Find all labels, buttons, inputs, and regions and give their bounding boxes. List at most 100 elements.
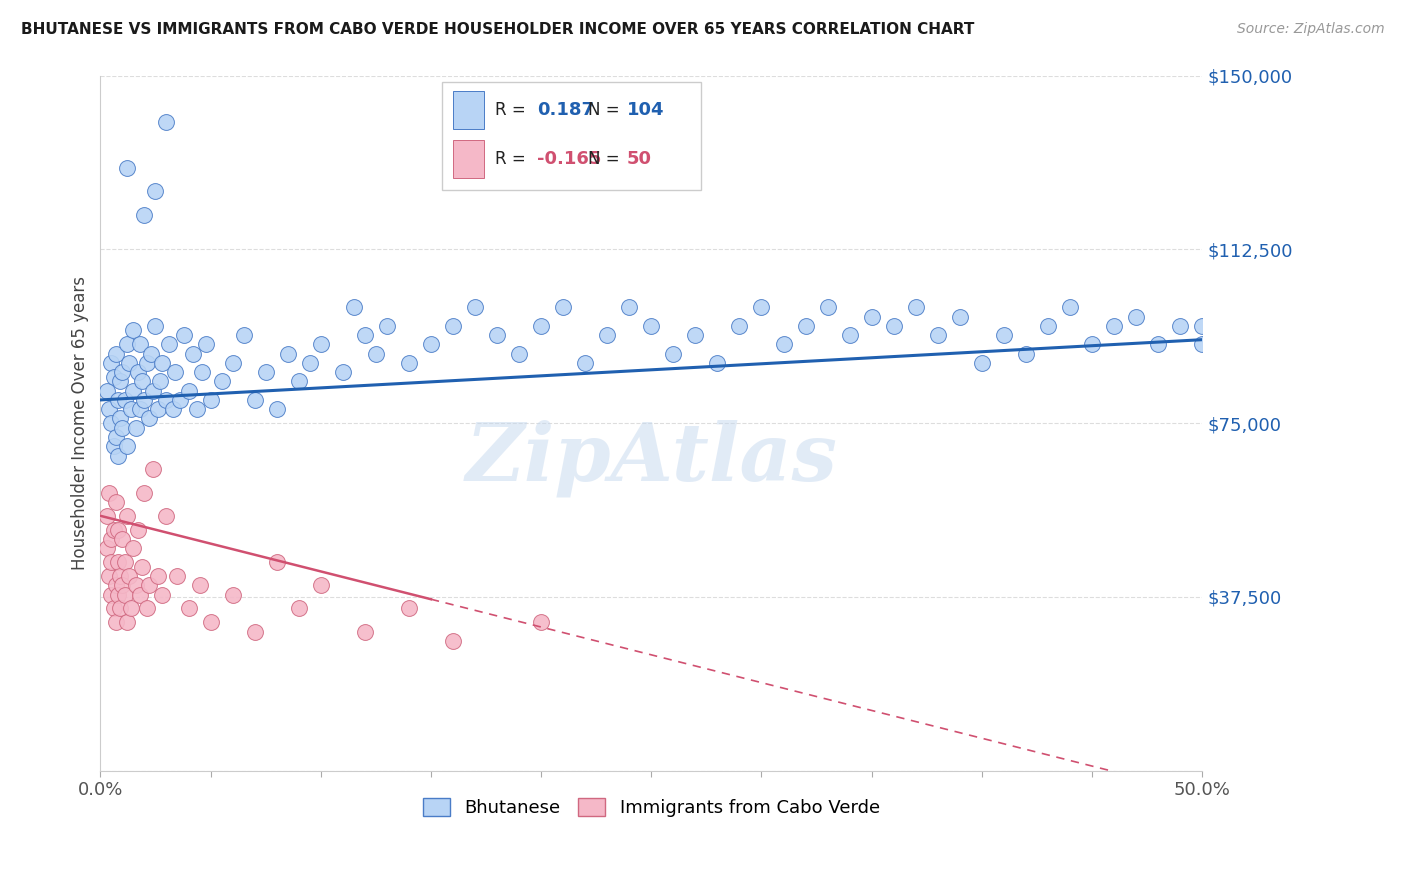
Point bbox=[134, 392, 156, 407]
Point bbox=[115, 439, 138, 453]
Point bbox=[353, 328, 375, 343]
Text: 0.187: 0.187 bbox=[537, 102, 593, 120]
Point bbox=[1191, 318, 1213, 333]
Point bbox=[98, 569, 121, 583]
Point bbox=[124, 421, 146, 435]
Point bbox=[104, 346, 127, 360]
Point bbox=[98, 485, 121, 500]
FancyBboxPatch shape bbox=[453, 140, 484, 178]
Point bbox=[188, 578, 211, 592]
Point bbox=[728, 318, 751, 333]
Point bbox=[364, 346, 387, 360]
Point bbox=[111, 578, 134, 592]
Point bbox=[150, 356, 173, 370]
Point bbox=[103, 601, 125, 615]
Point bbox=[103, 439, 125, 453]
Point bbox=[120, 402, 142, 417]
Point bbox=[619, 300, 641, 314]
Point bbox=[107, 588, 129, 602]
Point bbox=[127, 523, 149, 537]
Point bbox=[904, 300, 927, 314]
Point bbox=[129, 588, 152, 602]
Point bbox=[200, 392, 222, 407]
Point bbox=[398, 601, 420, 615]
Point bbox=[127, 365, 149, 379]
Point bbox=[195, 337, 218, 351]
Point bbox=[135, 356, 157, 370]
Point bbox=[1102, 318, 1125, 333]
Point bbox=[1191, 337, 1213, 351]
Point bbox=[165, 365, 187, 379]
Point bbox=[1036, 318, 1059, 333]
Point bbox=[114, 588, 136, 602]
Point bbox=[118, 356, 141, 370]
Point bbox=[398, 356, 420, 370]
Point bbox=[107, 523, 129, 537]
Point bbox=[287, 601, 309, 615]
Point bbox=[353, 624, 375, 639]
Point bbox=[111, 365, 134, 379]
Point bbox=[343, 300, 366, 314]
Point bbox=[103, 523, 125, 537]
Point bbox=[685, 328, 707, 343]
Point bbox=[155, 392, 177, 407]
Text: Source: ZipAtlas.com: Source: ZipAtlas.com bbox=[1237, 22, 1385, 37]
Point bbox=[96, 541, 118, 556]
Point bbox=[949, 310, 972, 324]
Y-axis label: Householder Income Over 65 years: Householder Income Over 65 years bbox=[72, 277, 89, 570]
Point bbox=[817, 300, 839, 314]
Point bbox=[232, 328, 254, 343]
Point bbox=[970, 356, 993, 370]
Point bbox=[155, 508, 177, 523]
Point bbox=[100, 356, 122, 370]
Text: -0.165: -0.165 bbox=[537, 150, 602, 168]
Point bbox=[122, 323, 145, 337]
Point bbox=[104, 578, 127, 592]
Point bbox=[103, 369, 125, 384]
Point bbox=[186, 402, 208, 417]
Point bbox=[114, 392, 136, 407]
Point bbox=[860, 310, 883, 324]
Point bbox=[1015, 346, 1038, 360]
Point bbox=[104, 430, 127, 444]
Point bbox=[122, 541, 145, 556]
Point bbox=[530, 318, 553, 333]
Point bbox=[100, 416, 122, 430]
Point bbox=[177, 601, 200, 615]
Point bbox=[108, 601, 131, 615]
Point bbox=[104, 495, 127, 509]
Text: R =: R = bbox=[495, 150, 526, 168]
Point bbox=[553, 300, 575, 314]
Point bbox=[169, 392, 191, 407]
Point bbox=[1168, 318, 1191, 333]
FancyBboxPatch shape bbox=[441, 82, 700, 190]
Point bbox=[464, 300, 486, 314]
Point bbox=[120, 601, 142, 615]
Point bbox=[138, 578, 160, 592]
Point bbox=[419, 337, 441, 351]
Point bbox=[181, 346, 204, 360]
Point bbox=[508, 346, 530, 360]
Point bbox=[108, 411, 131, 425]
Point bbox=[243, 624, 266, 639]
Point bbox=[287, 375, 309, 389]
Text: ZipAtlas: ZipAtlas bbox=[465, 419, 838, 497]
Point bbox=[98, 402, 121, 417]
Point bbox=[134, 208, 156, 222]
Point bbox=[100, 532, 122, 546]
Point bbox=[115, 161, 138, 176]
Point bbox=[309, 337, 332, 351]
Point bbox=[146, 402, 169, 417]
Point bbox=[124, 578, 146, 592]
Point bbox=[107, 392, 129, 407]
Point bbox=[751, 300, 773, 314]
Point bbox=[794, 318, 817, 333]
Point bbox=[157, 337, 180, 351]
Point bbox=[1059, 300, 1081, 314]
Point bbox=[530, 615, 553, 630]
Point bbox=[177, 384, 200, 398]
Point bbox=[277, 346, 299, 360]
Point bbox=[111, 532, 134, 546]
Text: N =: N = bbox=[589, 102, 620, 120]
Point bbox=[706, 356, 728, 370]
